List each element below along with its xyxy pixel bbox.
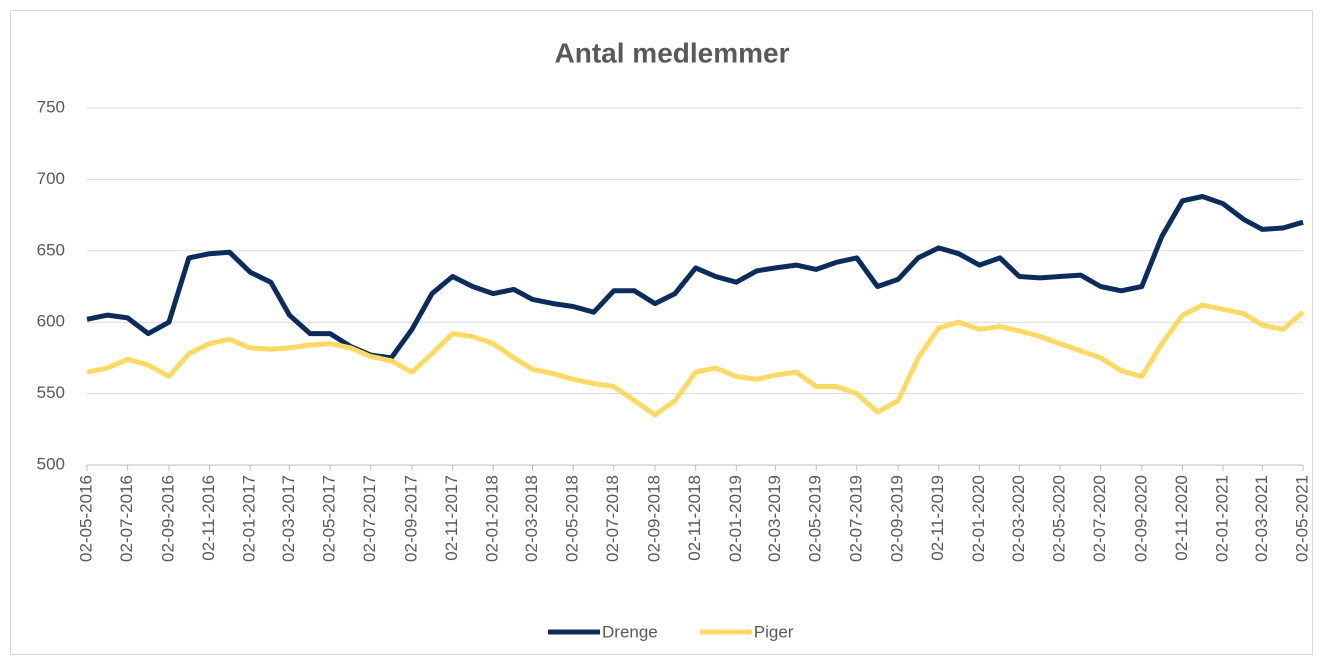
x-tick-label: 02-05-2016 [76,475,95,562]
y-tick-label: 550 [37,383,65,402]
x-tick-label: 02-05-2017 [320,475,339,562]
x-tick-label: 02-03-2020 [1009,475,1028,562]
x-tick-label: 02-01-2019 [726,475,745,562]
series-line [86,194,1304,361]
x-tick-label: 02-03-2017 [279,475,298,562]
series-line [86,302,1305,418]
chart-title: Antal medlemmer [555,37,790,68]
y-tick-label: 600 [37,312,65,331]
x-tick-label: 02-03-2019 [765,475,784,562]
x-tick-label: 02-03-2021 [1252,475,1271,562]
x-tick-label: 02-07-2018 [603,475,622,562]
legend-label: Drenge [602,622,658,641]
y-tick-label: 500 [37,454,65,473]
x-tick-label: 02-09-2018 [645,475,664,562]
x-tick-label: 02-11-2016 [199,475,218,561]
x-tick-label: 02-11-2019 [928,475,947,561]
x-tick-label: 02-01-2020 [969,475,988,562]
x-tick-label: 02-09-2020 [1131,475,1150,562]
x-tick-label: 02-05-2019 [806,475,825,562]
x-tick-label: 02-03-2018 [522,475,541,562]
x-tick-label: 02-05-2018 [563,475,582,562]
chart-frame [10,10,1313,655]
x-tick-label: 02-11-2017 [442,475,461,561]
x-tick-label: 02-05-2020 [1049,475,1068,562]
x-tick-label: 02-07-2020 [1090,475,1109,562]
x-tick-label: 02-07-2017 [360,475,379,562]
x-tick-label: 02-07-2019 [846,475,865,562]
x-tick-label: 02-07-2016 [117,475,136,562]
y-tick-label: 650 [37,240,65,259]
x-tick-label: 02-01-2017 [240,475,259,562]
x-tick-label: 02-11-2020 [1172,475,1191,561]
x-tick-label: 02-05-2021 [1292,475,1311,562]
x-tick-label: 02-01-2021 [1213,475,1232,562]
x-tick-label: 02-09-2016 [158,475,177,562]
y-tick-label: 750 [37,97,65,116]
y-tick-label: 700 [37,169,65,188]
x-tick-label: 02-09-2017 [401,475,420,562]
legend-label: Piger [754,622,794,641]
x-tick-label: 02-11-2018 [685,475,704,561]
x-tick-label: 02-09-2019 [888,475,907,562]
x-tick-label: 02-01-2018 [483,475,502,562]
